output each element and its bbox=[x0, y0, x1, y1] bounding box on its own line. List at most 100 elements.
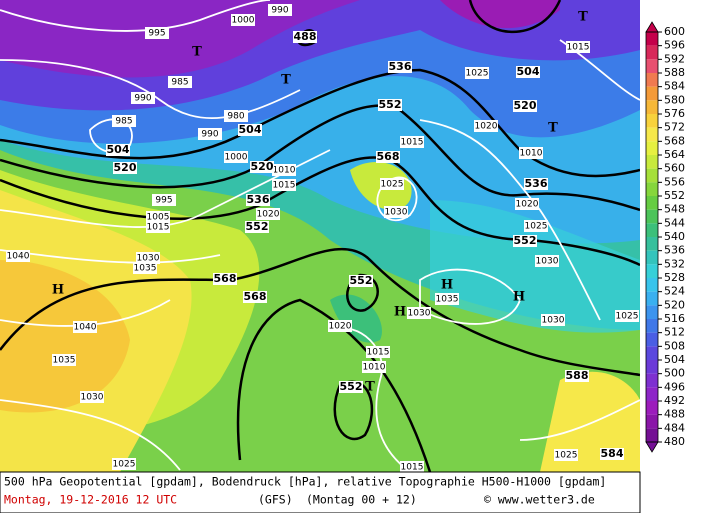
geopotential-label-bg bbox=[113, 162, 137, 174]
colorbar-label: 556 bbox=[664, 175, 685, 188]
geopotential-label-bg bbox=[246, 194, 270, 206]
isobar-label-bg bbox=[256, 208, 280, 220]
isobar-label-bg bbox=[541, 314, 565, 326]
isobar-label-bg bbox=[73, 321, 97, 333]
isobar-label: 1015 bbox=[273, 181, 296, 191]
isobar-label-bg bbox=[146, 221, 170, 233]
isobar-label: 1005 bbox=[147, 213, 170, 223]
isobar-label-bg bbox=[362, 361, 386, 373]
colorbar-label: 600 bbox=[664, 25, 685, 38]
footer-source: © www.wetter3.de bbox=[484, 493, 595, 507]
isobar-label: 1020 bbox=[475, 122, 498, 132]
colorbar-band bbox=[646, 360, 658, 374]
geopotential-label: 536 bbox=[525, 177, 548, 190]
colorbar-label: 524 bbox=[664, 285, 685, 298]
isobar-label-bg bbox=[524, 220, 548, 232]
colorbar-band bbox=[646, 73, 658, 87]
pressure-center: H bbox=[441, 278, 453, 293]
geopotential-label: 588 bbox=[566, 369, 589, 382]
isobar-label-bg bbox=[146, 211, 170, 223]
isobar-label-bg bbox=[465, 67, 489, 79]
isobar-label: 1030 bbox=[385, 208, 408, 218]
isobar-label: 1025 bbox=[466, 69, 489, 79]
colorbar-label: 528 bbox=[664, 271, 685, 284]
colorbar-band bbox=[646, 86, 658, 101]
isobar-label-bg bbox=[231, 14, 255, 26]
isobar-label-bg bbox=[272, 179, 296, 191]
colorbar-band bbox=[646, 319, 658, 333]
colorbar-band bbox=[646, 168, 658, 183]
pressure-center: T bbox=[578, 10, 588, 25]
colorbar-band bbox=[646, 305, 658, 319]
geopotential-label-bg bbox=[513, 100, 537, 112]
geopotential-label: 520 bbox=[114, 161, 137, 174]
pressure-center: H bbox=[513, 290, 525, 305]
isobar-label-bg bbox=[554, 449, 578, 461]
footer-run: (Montag 00 + 12) bbox=[306, 493, 417, 507]
isobar-label-bg bbox=[6, 250, 30, 262]
geopotential-label: 552 bbox=[350, 274, 373, 287]
isobar-label: 1030 bbox=[536, 257, 559, 267]
geopotential-label: 520 bbox=[251, 160, 274, 173]
geopotential-label-bg bbox=[106, 144, 130, 156]
isobar-label: 1015 bbox=[401, 138, 424, 148]
footer-box bbox=[0, 471, 641, 514]
isobar-label: 1025 bbox=[381, 180, 404, 190]
isobar-label-bg bbox=[474, 120, 498, 132]
colorbar-label: 560 bbox=[664, 162, 685, 175]
geopotential-label-bg bbox=[378, 99, 402, 111]
isobar-label-bg bbox=[535, 255, 559, 267]
geopotential-label-bg bbox=[293, 31, 317, 43]
map-labels: 995 1000 990 985 990 985 980 990 1000 1010 1015 995… bbox=[6, 4, 639, 473]
isobar-label: 1000 bbox=[232, 16, 255, 26]
isobar-label: 1015 bbox=[567, 43, 590, 53]
isobar-label: 1015 bbox=[367, 348, 390, 358]
geopotential-label: 536 bbox=[389, 60, 412, 73]
isobar-label: 990 bbox=[134, 94, 151, 104]
geopotential-label-bg bbox=[245, 221, 269, 233]
isobar-label-bg bbox=[515, 198, 539, 210]
isobar-label: 1025 bbox=[555, 451, 578, 461]
isobar-label: 1010 bbox=[520, 149, 543, 159]
colorbar-band bbox=[646, 346, 658, 360]
colorbar-label: 536 bbox=[664, 244, 685, 257]
isobar-label: 1010 bbox=[363, 363, 386, 373]
isobar-label: 1010 bbox=[273, 166, 296, 176]
colorbar-label: 484 bbox=[664, 421, 685, 434]
geopotential-label-bg bbox=[388, 61, 412, 73]
isobar-label: 1020 bbox=[257, 210, 280, 220]
footer-description: 500 hPa Geopotential [gpdam], Bodendruck… bbox=[4, 475, 606, 489]
geopotential-label: 520 bbox=[514, 99, 537, 112]
colorbar-label: 496 bbox=[664, 380, 685, 393]
colorbar-label: 548 bbox=[664, 203, 685, 216]
colorbar-band bbox=[646, 278, 658, 292]
isobar-label-bg bbox=[268, 4, 292, 16]
geopotential-label: 552 bbox=[379, 98, 402, 111]
colorbar-label: 596 bbox=[664, 39, 685, 52]
colorbar-label: 564 bbox=[664, 148, 685, 161]
colorbar-band bbox=[646, 250, 658, 265]
colorbar-band bbox=[646, 401, 658, 415]
geopotential-label-bg bbox=[238, 124, 262, 136]
colorbar-label: 568 bbox=[664, 134, 685, 147]
isobar-label: 1035 bbox=[134, 264, 157, 274]
geopotential-label: 552 bbox=[340, 380, 363, 393]
pressure-center: H bbox=[52, 283, 64, 298]
colorbar-band bbox=[646, 59, 658, 73]
colorbar-cap bbox=[645, 441, 659, 453]
isobar-label: 985 bbox=[115, 117, 132, 127]
geopotential-label: 568 bbox=[244, 290, 267, 303]
isobar-label: 990 bbox=[271, 6, 288, 16]
colorbar-label: 576 bbox=[664, 107, 685, 120]
colorbar-band bbox=[646, 428, 658, 442]
isobar-label-bg bbox=[80, 391, 104, 403]
colorbar-label: 572 bbox=[664, 121, 685, 134]
colorbar-band bbox=[646, 196, 658, 210]
isobar-label-bg bbox=[152, 194, 176, 206]
pressure-center: T bbox=[281, 73, 291, 88]
colorbar-band bbox=[646, 209, 658, 224]
colorbar-band bbox=[646, 100, 658, 114]
colorbar-band bbox=[646, 182, 658, 196]
colorbar-band bbox=[646, 291, 658, 306]
isobar-label-bg bbox=[52, 354, 76, 366]
